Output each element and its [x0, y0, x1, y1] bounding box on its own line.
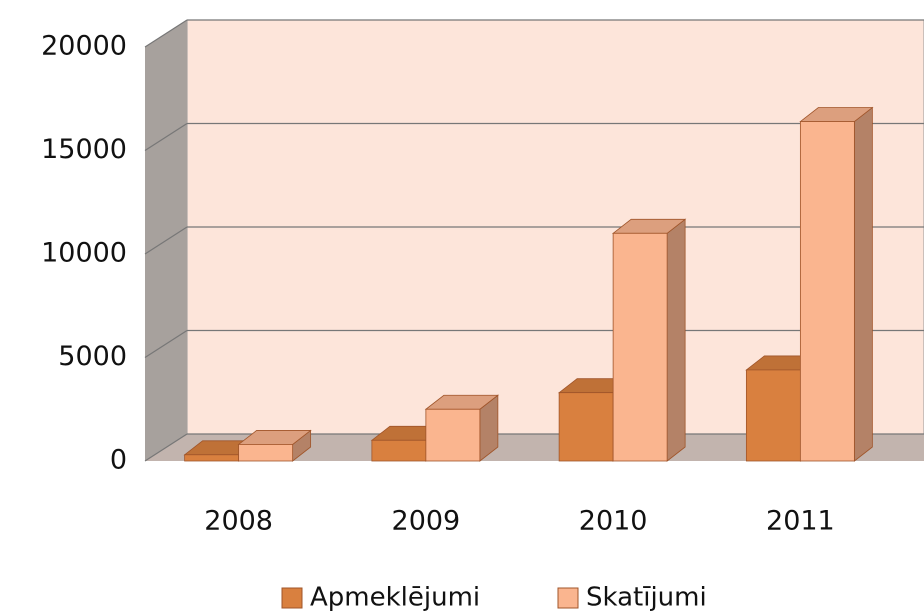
x-tick-label: 2008	[204, 506, 273, 537]
legend-swatch	[281, 587, 303, 609]
legend-label: Apmeklējumi	[310, 583, 480, 613]
y-tick-label: 20000	[41, 31, 127, 62]
legend-swatch	[557, 587, 579, 609]
grid-line	[144, 329, 188, 359]
bar	[184, 454, 240, 462]
grid-line	[144, 433, 188, 462]
bar	[371, 439, 427, 462]
y-tick-label: 10000	[41, 238, 127, 269]
bar-side	[666, 218, 686, 462]
bar	[612, 232, 668, 462]
bar	[238, 444, 294, 462]
bar-side	[853, 106, 873, 462]
bar	[799, 121, 855, 462]
x-tick-label: 2009	[392, 506, 461, 537]
y-tick-label: 5000	[58, 341, 127, 372]
bar	[425, 408, 481, 462]
grid-line	[144, 226, 188, 255]
bar	[745, 369, 801, 462]
grid-line	[144, 19, 188, 48]
bar	[558, 392, 614, 462]
y-tick-label: 15000	[41, 134, 127, 165]
x-tick-label: 2011	[766, 506, 835, 537]
grid-line	[144, 122, 188, 152]
y-tick-label: 0	[110, 445, 127, 476]
floor	[145, 434, 924, 461]
x-tick-label: 2010	[579, 506, 648, 537]
legend-label: Skatījumi	[586, 583, 707, 613]
